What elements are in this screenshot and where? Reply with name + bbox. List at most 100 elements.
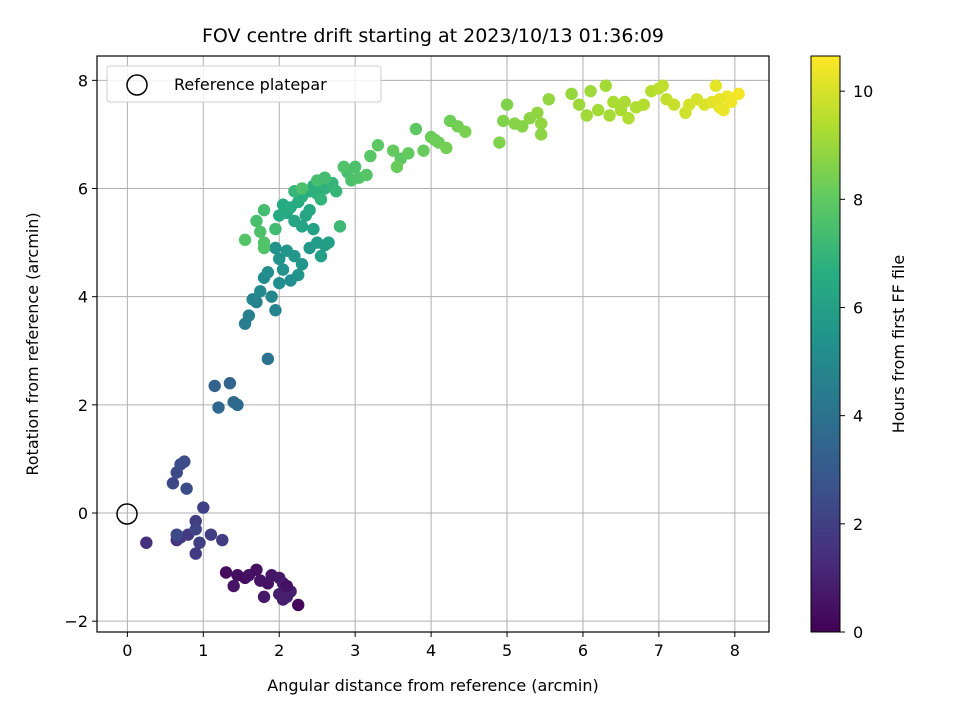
legend-label: Reference platepar	[174, 75, 327, 94]
data-point	[599, 79, 612, 92]
data-point	[254, 225, 267, 238]
data-point	[204, 528, 218, 541]
data-point	[193, 536, 206, 549]
data-point	[269, 303, 282, 317]
x-tick-label: 1	[198, 641, 208, 660]
data-point	[402, 147, 415, 160]
x-tick-label: 5	[502, 641, 512, 660]
chart-title: FOV centre drift starting at 2023/10/13 …	[202, 25, 664, 47]
data-point	[618, 95, 631, 109]
data-point	[732, 87, 745, 101]
data-point	[337, 160, 350, 174]
y-tick-label: 2	[78, 396, 88, 415]
data-point	[261, 352, 275, 366]
data-point	[497, 114, 510, 128]
data-point	[428, 133, 442, 147]
data-point	[713, 93, 726, 106]
y-axis-label: Rotation from reference (arcmin)	[23, 212, 42, 475]
data-point	[667, 98, 681, 111]
data-point	[500, 98, 514, 111]
data-point	[280, 579, 294, 593]
data-point	[542, 93, 555, 106]
data-point	[390, 160, 404, 174]
data-point	[584, 84, 597, 98]
legend: Reference platepar	[106, 65, 382, 103]
data-point	[227, 579, 240, 593]
data-point	[189, 547, 202, 560]
data-point	[273, 209, 286, 222]
data-point	[178, 455, 191, 468]
data-point	[246, 293, 259, 306]
data-point	[273, 276, 286, 290]
y-tick-label: 6	[78, 180, 88, 199]
data-point	[717, 103, 730, 117]
x-tick-label: 8	[730, 641, 740, 660]
data-point	[318, 171, 331, 184]
data-points	[140, 79, 745, 612]
y-tick-label: −2	[64, 612, 88, 631]
data-point	[292, 268, 305, 282]
data-point	[295, 182, 309, 195]
colorbar-tick-label: 6	[853, 298, 863, 317]
data-point	[572, 98, 586, 111]
data-point	[170, 528, 183, 541]
data-point	[257, 203, 271, 217]
plot-frame	[96, 55, 770, 633]
data-point	[724, 95, 738, 109]
colorbar-label: Hours from first FF file	[889, 255, 908, 434]
data-point	[622, 111, 635, 125]
colorbar-tick-label: 4	[853, 407, 863, 426]
y-tick-label: 0	[78, 504, 88, 523]
data-point	[257, 590, 271, 604]
data-point	[333, 220, 347, 233]
data-point	[166, 477, 180, 490]
data-point	[208, 379, 221, 393]
data-point	[250, 563, 263, 577]
data-point	[417, 144, 430, 157]
data-point	[212, 401, 225, 414]
data-point	[307, 222, 320, 236]
data-point	[219, 566, 233, 579]
data-point	[288, 214, 301, 228]
data-point	[265, 290, 278, 303]
data-point	[360, 168, 373, 182]
data-point	[314, 193, 328, 206]
data-point	[516, 120, 529, 133]
data-point	[231, 398, 244, 412]
data-point	[364, 149, 377, 163]
data-point	[250, 214, 263, 228]
data-point	[257, 241, 271, 255]
reference-marker	[116, 503, 138, 525]
data-point	[409, 122, 423, 136]
legend-box	[106, 65, 382, 103]
data-point	[459, 125, 472, 138]
data-point	[329, 185, 343, 198]
x-tick-label: 4	[426, 641, 436, 660]
data-point	[709, 79, 723, 92]
data-point	[535, 117, 548, 130]
data-point	[322, 236, 335, 249]
data-point	[493, 136, 506, 149]
data-point	[607, 95, 620, 109]
data-point	[303, 203, 316, 217]
data-point	[197, 501, 210, 514]
data-point	[683, 98, 696, 111]
colorbar-tick-label: 2	[853, 515, 863, 534]
data-point	[637, 98, 650, 111]
x-axis: 0 1 2 3 4 5 6 7 8	[122, 632, 740, 660]
data-point	[238, 233, 252, 247]
data-point	[371, 139, 385, 152]
data-point	[242, 309, 256, 322]
x-tick-label: 6	[578, 641, 588, 660]
data-point	[603, 109, 616, 122]
data-point	[261, 266, 275, 279]
data-point	[295, 258, 309, 271]
data-point	[440, 141, 453, 155]
colorbar-axis: 0 2 4 6 8 10	[840, 82, 873, 642]
colorbar-tick-label: 10	[853, 82, 873, 101]
data-point	[276, 263, 290, 276]
data-point	[565, 87, 578, 101]
data-point	[314, 249, 328, 263]
data-point	[273, 252, 286, 266]
data-point	[140, 536, 153, 549]
